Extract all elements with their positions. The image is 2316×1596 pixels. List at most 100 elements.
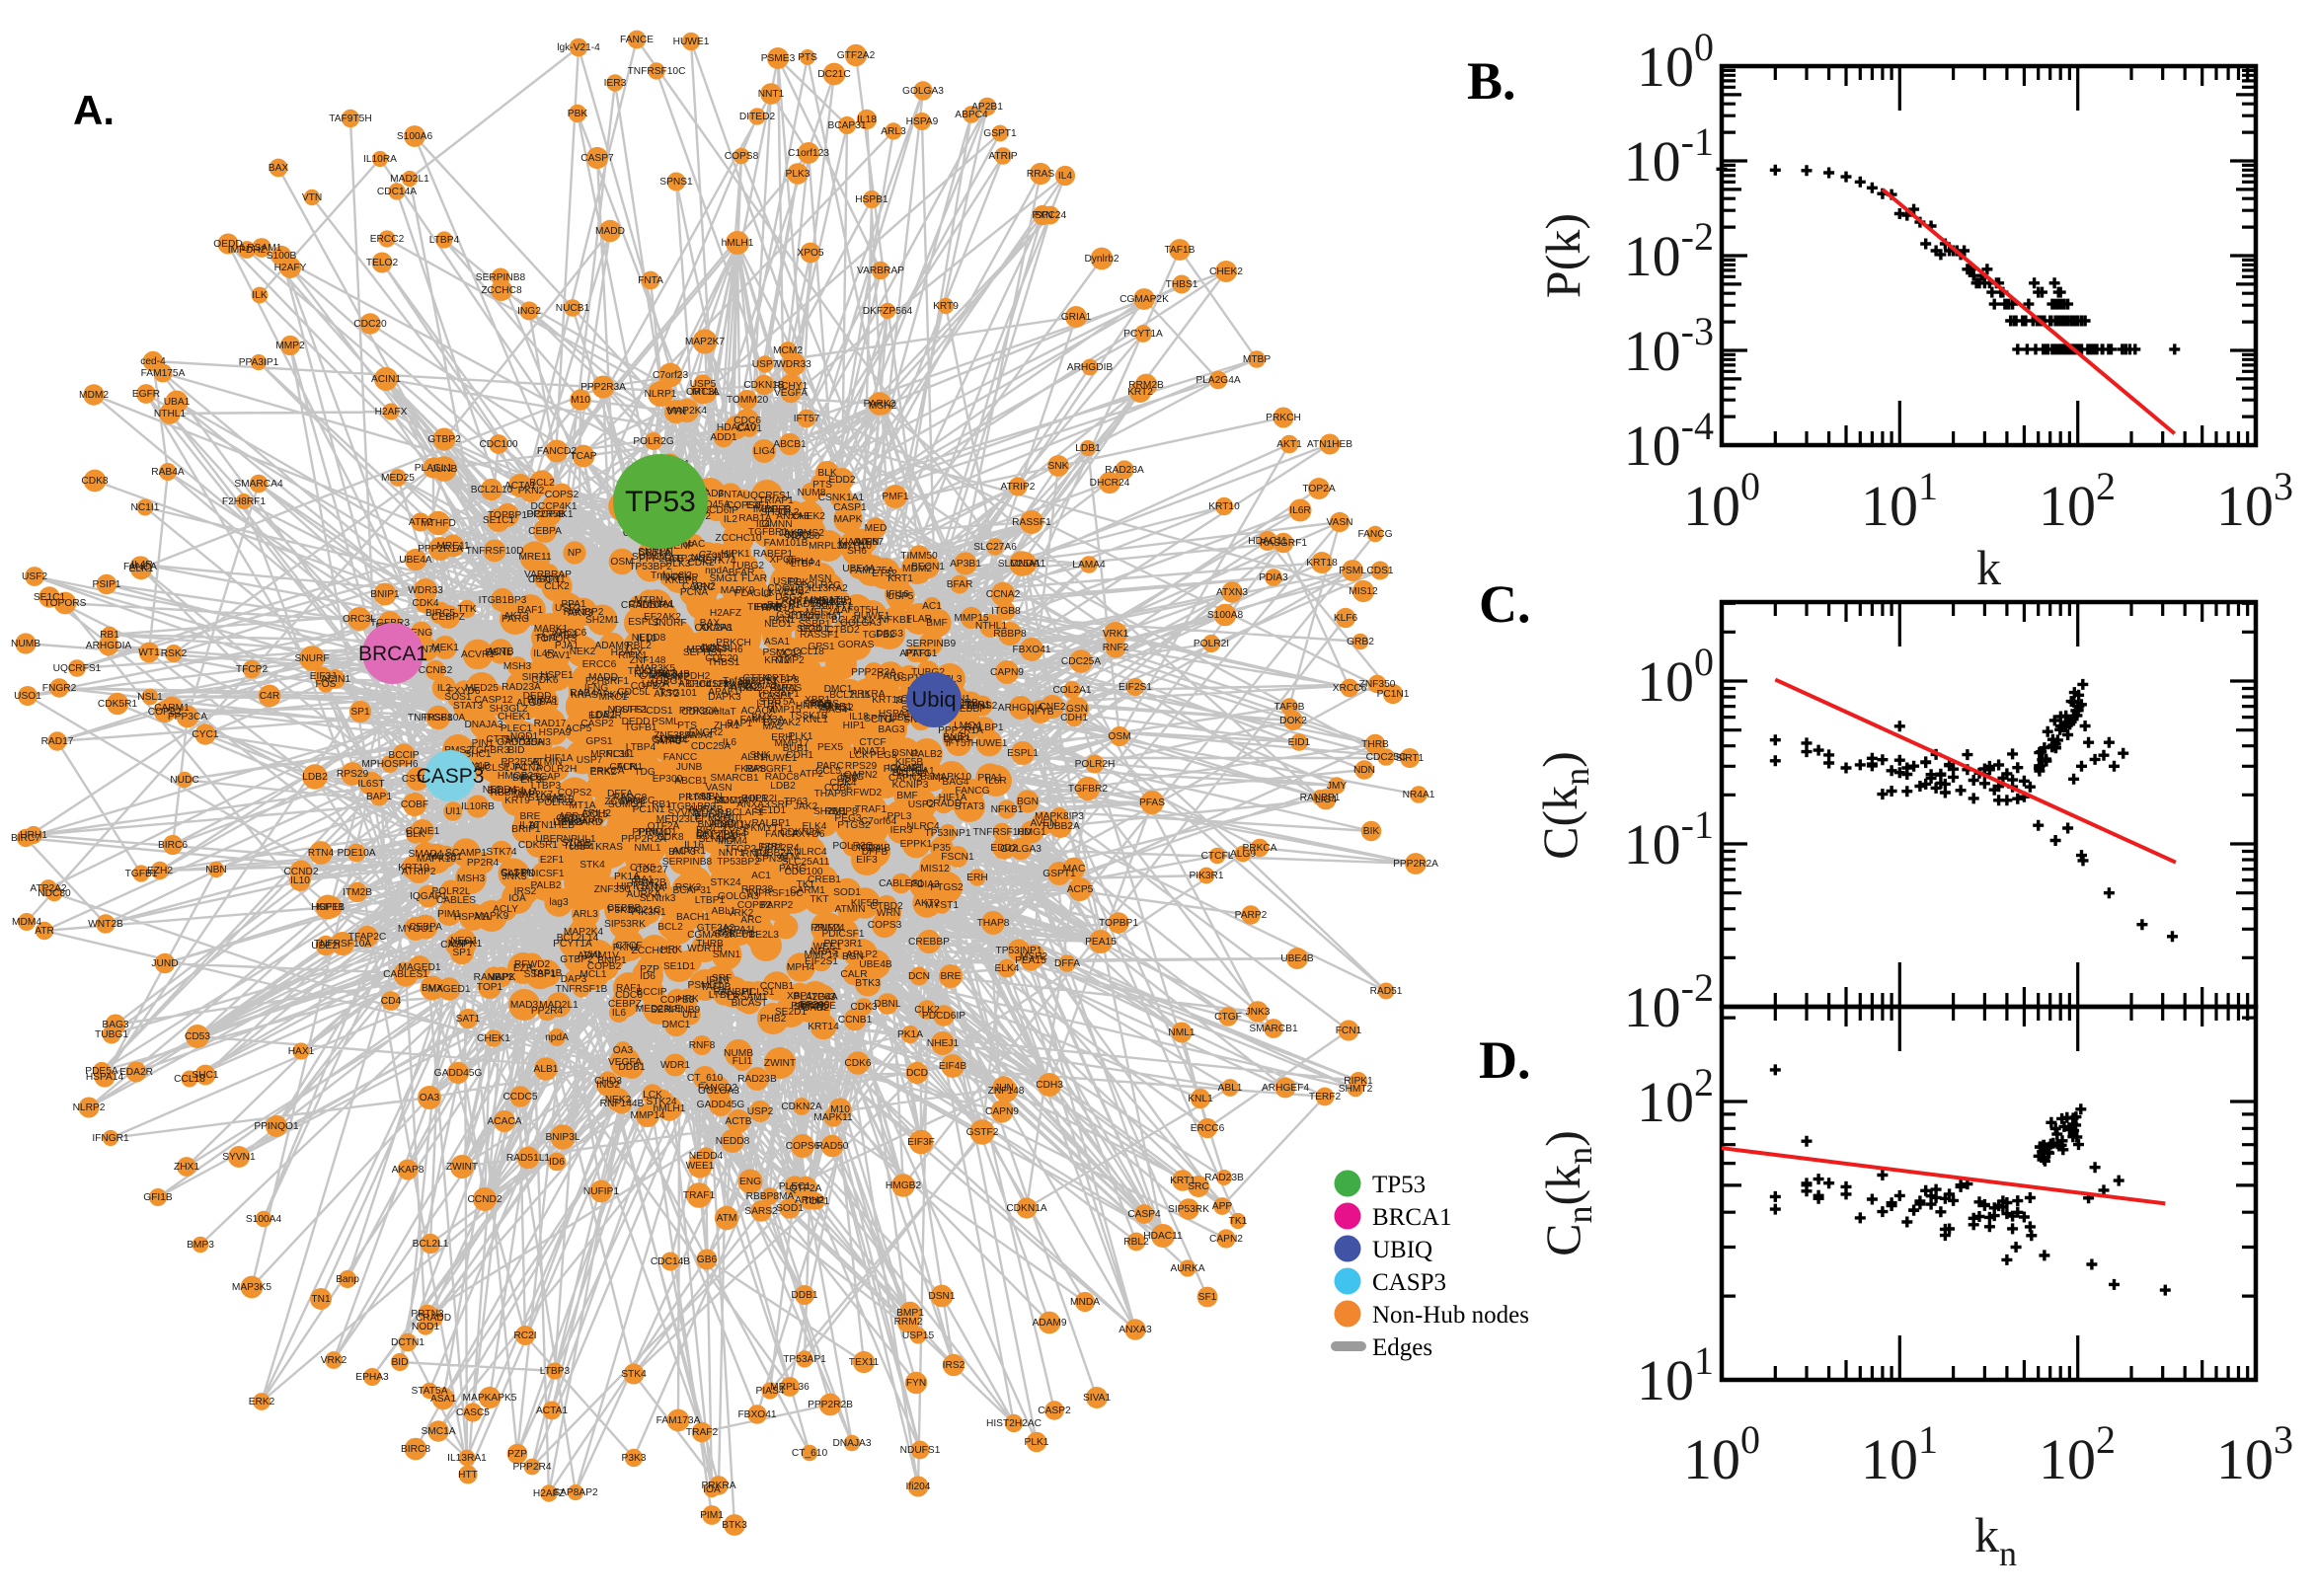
svg-text:GORAS: GORAS [838, 640, 875, 650]
svg-text:PIM1: PIM1 [700, 1510, 724, 1521]
svg-text:BIRC5: BIRC5 [425, 608, 455, 619]
svg-text:USP7: USP7 [752, 359, 779, 370]
svg-text:IL16: IL16 [519, 820, 539, 831]
svg-text:P3K3: P3K3 [622, 1453, 647, 1464]
svg-text:EID1: EID1 [1288, 737, 1311, 748]
svg-text:PC1N1: PC1N1 [1377, 689, 1410, 700]
svg-text:GTF2A2: GTF2A2 [837, 50, 876, 61]
svg-text:BCL2L11: BCL2L11 [829, 690, 871, 701]
svg-text:ILK: ILK [252, 290, 267, 301]
svg-text:PEA15: PEA15 [1085, 937, 1117, 948]
svg-text:TCAP: TCAP [570, 451, 596, 462]
svg-text:C4R: C4R [260, 691, 279, 702]
svg-text:PZP: PZP [507, 1449, 527, 1460]
svg-text:EDA2R: EDA2R [588, 711, 622, 722]
svg-text:UBE4A: UBE4A [842, 564, 876, 574]
svg-text:CCND2: CCND2 [467, 1194, 502, 1205]
svg-text:EDD2: EDD2 [828, 475, 856, 486]
svg-text:RTN4: RTN4 [308, 848, 335, 859]
svg-text:SERPINB8: SERPINB8 [476, 272, 526, 283]
svg-text:ACP5: ACP5 [1067, 884, 1094, 895]
svg-text:k: k [1976, 540, 2001, 595]
svg-text:SIP53RK: SIP53RK [1168, 1204, 1209, 1215]
svg-text:ITGB1BP3: ITGB1BP3 [479, 595, 527, 606]
svg-text:PP2R5B: PP2R5B [526, 509, 565, 520]
svg-text:GTBP2: GTBP2 [427, 434, 461, 445]
svg-text:TP53BP2: TP53BP2 [717, 857, 760, 868]
svg-text:PPP3CA: PPP3CA [168, 712, 207, 722]
svg-text:hMLH1: hMLH1 [722, 238, 754, 249]
svg-text:HSPB1: HSPB1 [855, 194, 888, 205]
svg-text:AKT3: AKT3 [568, 608, 593, 619]
svg-text:IER3: IER3 [890, 825, 913, 836]
svg-text:AC1: AC1 [751, 871, 771, 881]
svg-text:Ifi204: Ifi204 [906, 1482, 931, 1492]
svg-text:GPS1: GPS1 [808, 642, 835, 652]
svg-text:CCNA2: CCNA2 [986, 589, 1021, 600]
svg-text:RASGRF1: RASGRF1 [1260, 538, 1307, 549]
svg-text:PRTN3: PRTN3 [411, 1309, 444, 1320]
svg-text:MMP15: MMP15 [954, 613, 988, 624]
svg-text:FBXO41: FBXO41 [737, 1409, 776, 1420]
svg-text:C7orf64: C7orf64 [699, 550, 735, 561]
svg-text:ABPC4: ABPC4 [955, 110, 988, 120]
svg-text:ID6: ID6 [549, 1157, 565, 1168]
svg-text:PKN2: PKN2 [603, 690, 630, 701]
svg-text:IL10RA: IL10RA [363, 154, 397, 165]
svg-text:MAPK: MAPK [488, 972, 516, 983]
svg-text:TNFRSF10A: TNFRSF10A [408, 713, 466, 723]
svg-text:BRE: BRE [941, 971, 962, 982]
svg-text:TKT: TKT [810, 894, 828, 905]
svg-text:MAP3K5: MAP3K5 [232, 1282, 272, 1293]
svg-text:ACP5: ACP5 [566, 723, 592, 734]
svg-text:FANCC: FANCC [621, 796, 656, 806]
svg-text:NTHL1: NTHL1 [154, 409, 187, 419]
svg-text:NUCB1: NUCB1 [556, 303, 590, 314]
svg-text:IRS2: IRS2 [943, 1360, 965, 1371]
svg-text:SMARCB1: SMARCB1 [1249, 1024, 1298, 1034]
svg-text:DSG3: DSG3 [876, 629, 903, 640]
svg-text:NNT1: NNT1 [758, 89, 785, 100]
svg-text:PDIA3: PDIA3 [1259, 572, 1288, 583]
svg-text:ACIN1: ACIN1 [371, 374, 401, 385]
svg-text:MIS12: MIS12 [920, 864, 950, 874]
svg-text:NDUFS1: NDUFS1 [900, 1445, 941, 1456]
svg-text:HTT: HTT [458, 1470, 478, 1481]
svg-text:DHCR24: DHCR24 [1090, 478, 1130, 489]
svg-text:RNF2: RNF2 [1103, 643, 1129, 653]
svg-text:D.: D. [1479, 1030, 1531, 1090]
svg-text:CEBPA: CEBPA [528, 526, 562, 537]
svg-text:GOLGA3: GOLGA3 [698, 1086, 739, 1097]
svg-text:TNFRSF10D: TNFRSF10D [466, 546, 524, 557]
svg-text:FKBP8: FKBP8 [734, 764, 767, 775]
svg-text:GMNN: GMNN [761, 519, 792, 530]
svg-text:AKAP8: AKAP8 [392, 1165, 425, 1176]
svg-text:ANXA3: ANXA3 [1119, 1325, 1152, 1335]
svg-text:KRT9: KRT9 [504, 796, 530, 806]
svg-text:JUND: JUND [151, 958, 178, 969]
svg-text:WT1: WT1 [138, 647, 160, 658]
svg-text:ARL3: ARL3 [573, 909, 598, 920]
svg-text:TTK: TTK [457, 604, 476, 615]
svg-text:GADD45G: GADD45G [697, 1100, 745, 1110]
svg-text:LCK: LCK [643, 1090, 662, 1101]
svg-text:DFFB: DFFB [862, 847, 888, 858]
svg-text:RAD50: RAD50 [816, 1141, 849, 1152]
svg-text:HIF1A: HIF1A [545, 753, 574, 764]
svg-text:PDIA3: PDIA3 [910, 879, 940, 890]
svg-text:LTBP4: LTBP4 [429, 235, 460, 246]
svg-text:MADD: MADD [588, 672, 618, 683]
svg-text:FBXO41: FBXO41 [1012, 645, 1050, 655]
svg-text:CNE2: CNE2 [1039, 702, 1066, 713]
svg-text:SNURF: SNURF [652, 618, 686, 629]
svg-text:NC1I1: NC1I1 [131, 502, 160, 513]
svg-text:NUDC: NUDC [170, 775, 198, 786]
svg-text:VRK1: VRK1 [1103, 629, 1129, 640]
svg-text:CDC20: CDC20 [705, 653, 738, 664]
svg-text:CDC100: CDC100 [784, 867, 822, 877]
svg-text:CTGF: CTGF [1214, 1012, 1242, 1023]
svg-text:HRK: HRK [677, 994, 699, 1005]
svg-text:KRAS: KRAS [571, 690, 598, 701]
svg-text:CASP7: CASP7 [580, 153, 614, 164]
svg-text:VRK2: VRK2 [321, 1355, 347, 1366]
